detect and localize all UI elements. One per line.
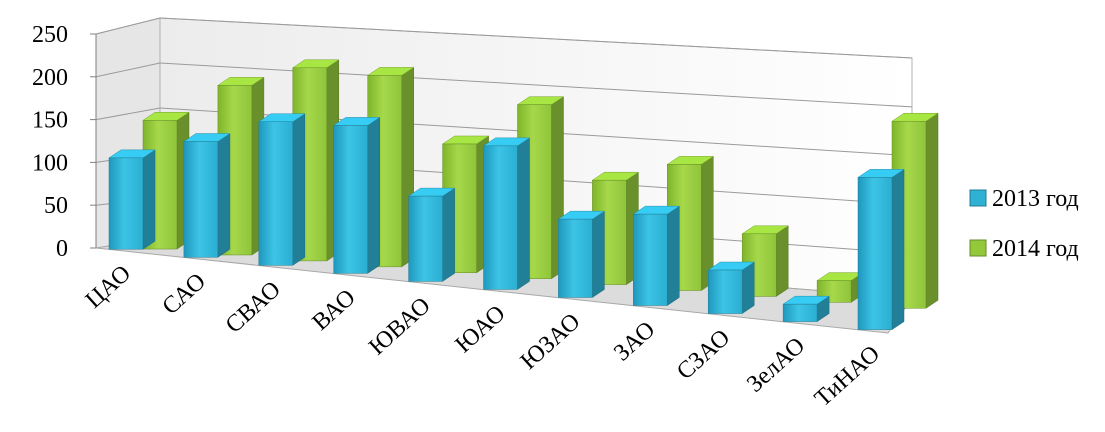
bar-2013-1: [183, 133, 231, 258]
gridline-side-150: [95, 107, 161, 121]
bar-2013-6-front: [558, 218, 593, 298]
bar-2013-3: [332, 116, 381, 274]
legend-label-0: 2013 год: [992, 186, 1079, 212]
y-tick-label: 50: [44, 193, 68, 219]
y-tick-label: 0: [56, 236, 68, 262]
x-tick-label: ЮАО: [451, 301, 511, 359]
x-tick-label: ТиНАО: [810, 341, 885, 412]
x-tick-label: ЮЗАО: [516, 309, 586, 375]
bar-2013-5-side: [517, 137, 530, 290]
bar-2014-10-side: [925, 112, 939, 309]
bar-2013-2-front: [258, 121, 294, 266]
legend: 2013 год 2014 год: [969, 186, 1079, 262]
bar-2013-3-side: [367, 116, 380, 274]
x-tick-label: СВАО: [221, 276, 286, 338]
gridline-side-200: [95, 62, 161, 78]
bar-2013-5-front: [483, 145, 518, 290]
bar-2013-9: [782, 295, 830, 323]
bar-2013-1-front: [183, 141, 219, 258]
legend-swatch-0: [969, 189, 987, 207]
x-tick-label: ВАО: [308, 284, 361, 335]
bar-2013-10: [857, 168, 905, 331]
bar-2013-7: [632, 205, 681, 306]
bar-2013-7-side: [667, 205, 680, 306]
bar-2013-0-front: [108, 157, 144, 250]
bar-2013-6-side: [592, 210, 605, 298]
gridline-200: [159, 62, 913, 108]
bar-2013-8-side: [741, 261, 755, 314]
bar-2013-8-front: [707, 269, 743, 314]
y-axis: 0 50 100 150 200 250: [32, 22, 97, 262]
bar-2013-10-side: [891, 168, 905, 331]
bar-2013-5: [482, 137, 531, 290]
bar-2013-7-front: [633, 213, 668, 306]
bar-2013-4: [407, 187, 456, 282]
y-tick-label: 200: [32, 65, 68, 91]
bar-2013-6: [557, 210, 606, 298]
x-tick-label: СЗАО: [672, 325, 735, 385]
y-tick-label: 150: [32, 108, 68, 134]
bar-2013-0: [108, 149, 156, 250]
y-tick-label: 250: [32, 22, 68, 48]
gridline-side-250: [95, 17, 161, 35]
bar-2013-4-side: [442, 187, 455, 282]
legend-swatch-1: [969, 239, 987, 257]
x-tick-label: ЦАО: [81, 260, 136, 313]
bar-2013-10-front: [857, 177, 893, 330]
y-tick-label: 100: [32, 150, 68, 176]
x-tick-label: ЗАО: [609, 317, 660, 367]
x-tick-label: ЮВАО: [364, 293, 435, 361]
bar-2014-8-side: [775, 225, 789, 297]
legend-label-1: 2014 год: [992, 236, 1079, 262]
gridline-250: [159, 17, 913, 59]
x-tick-label: САО: [158, 268, 211, 320]
bar-2013-3-front: [333, 125, 368, 274]
x-tick-label: ЗелАО: [742, 333, 810, 398]
bar-2013-4-front: [408, 195, 443, 282]
bar-2013-1-side: [217, 133, 231, 258]
bar-2013-0-side: [142, 149, 156, 250]
bars: [108, 59, 939, 331]
bar-2013-8: [707, 261, 756, 314]
bar-2013-2-side: [292, 113, 306, 266]
bar-2013-9-front: [782, 303, 818, 322]
bar-2013-2: [257, 113, 306, 266]
